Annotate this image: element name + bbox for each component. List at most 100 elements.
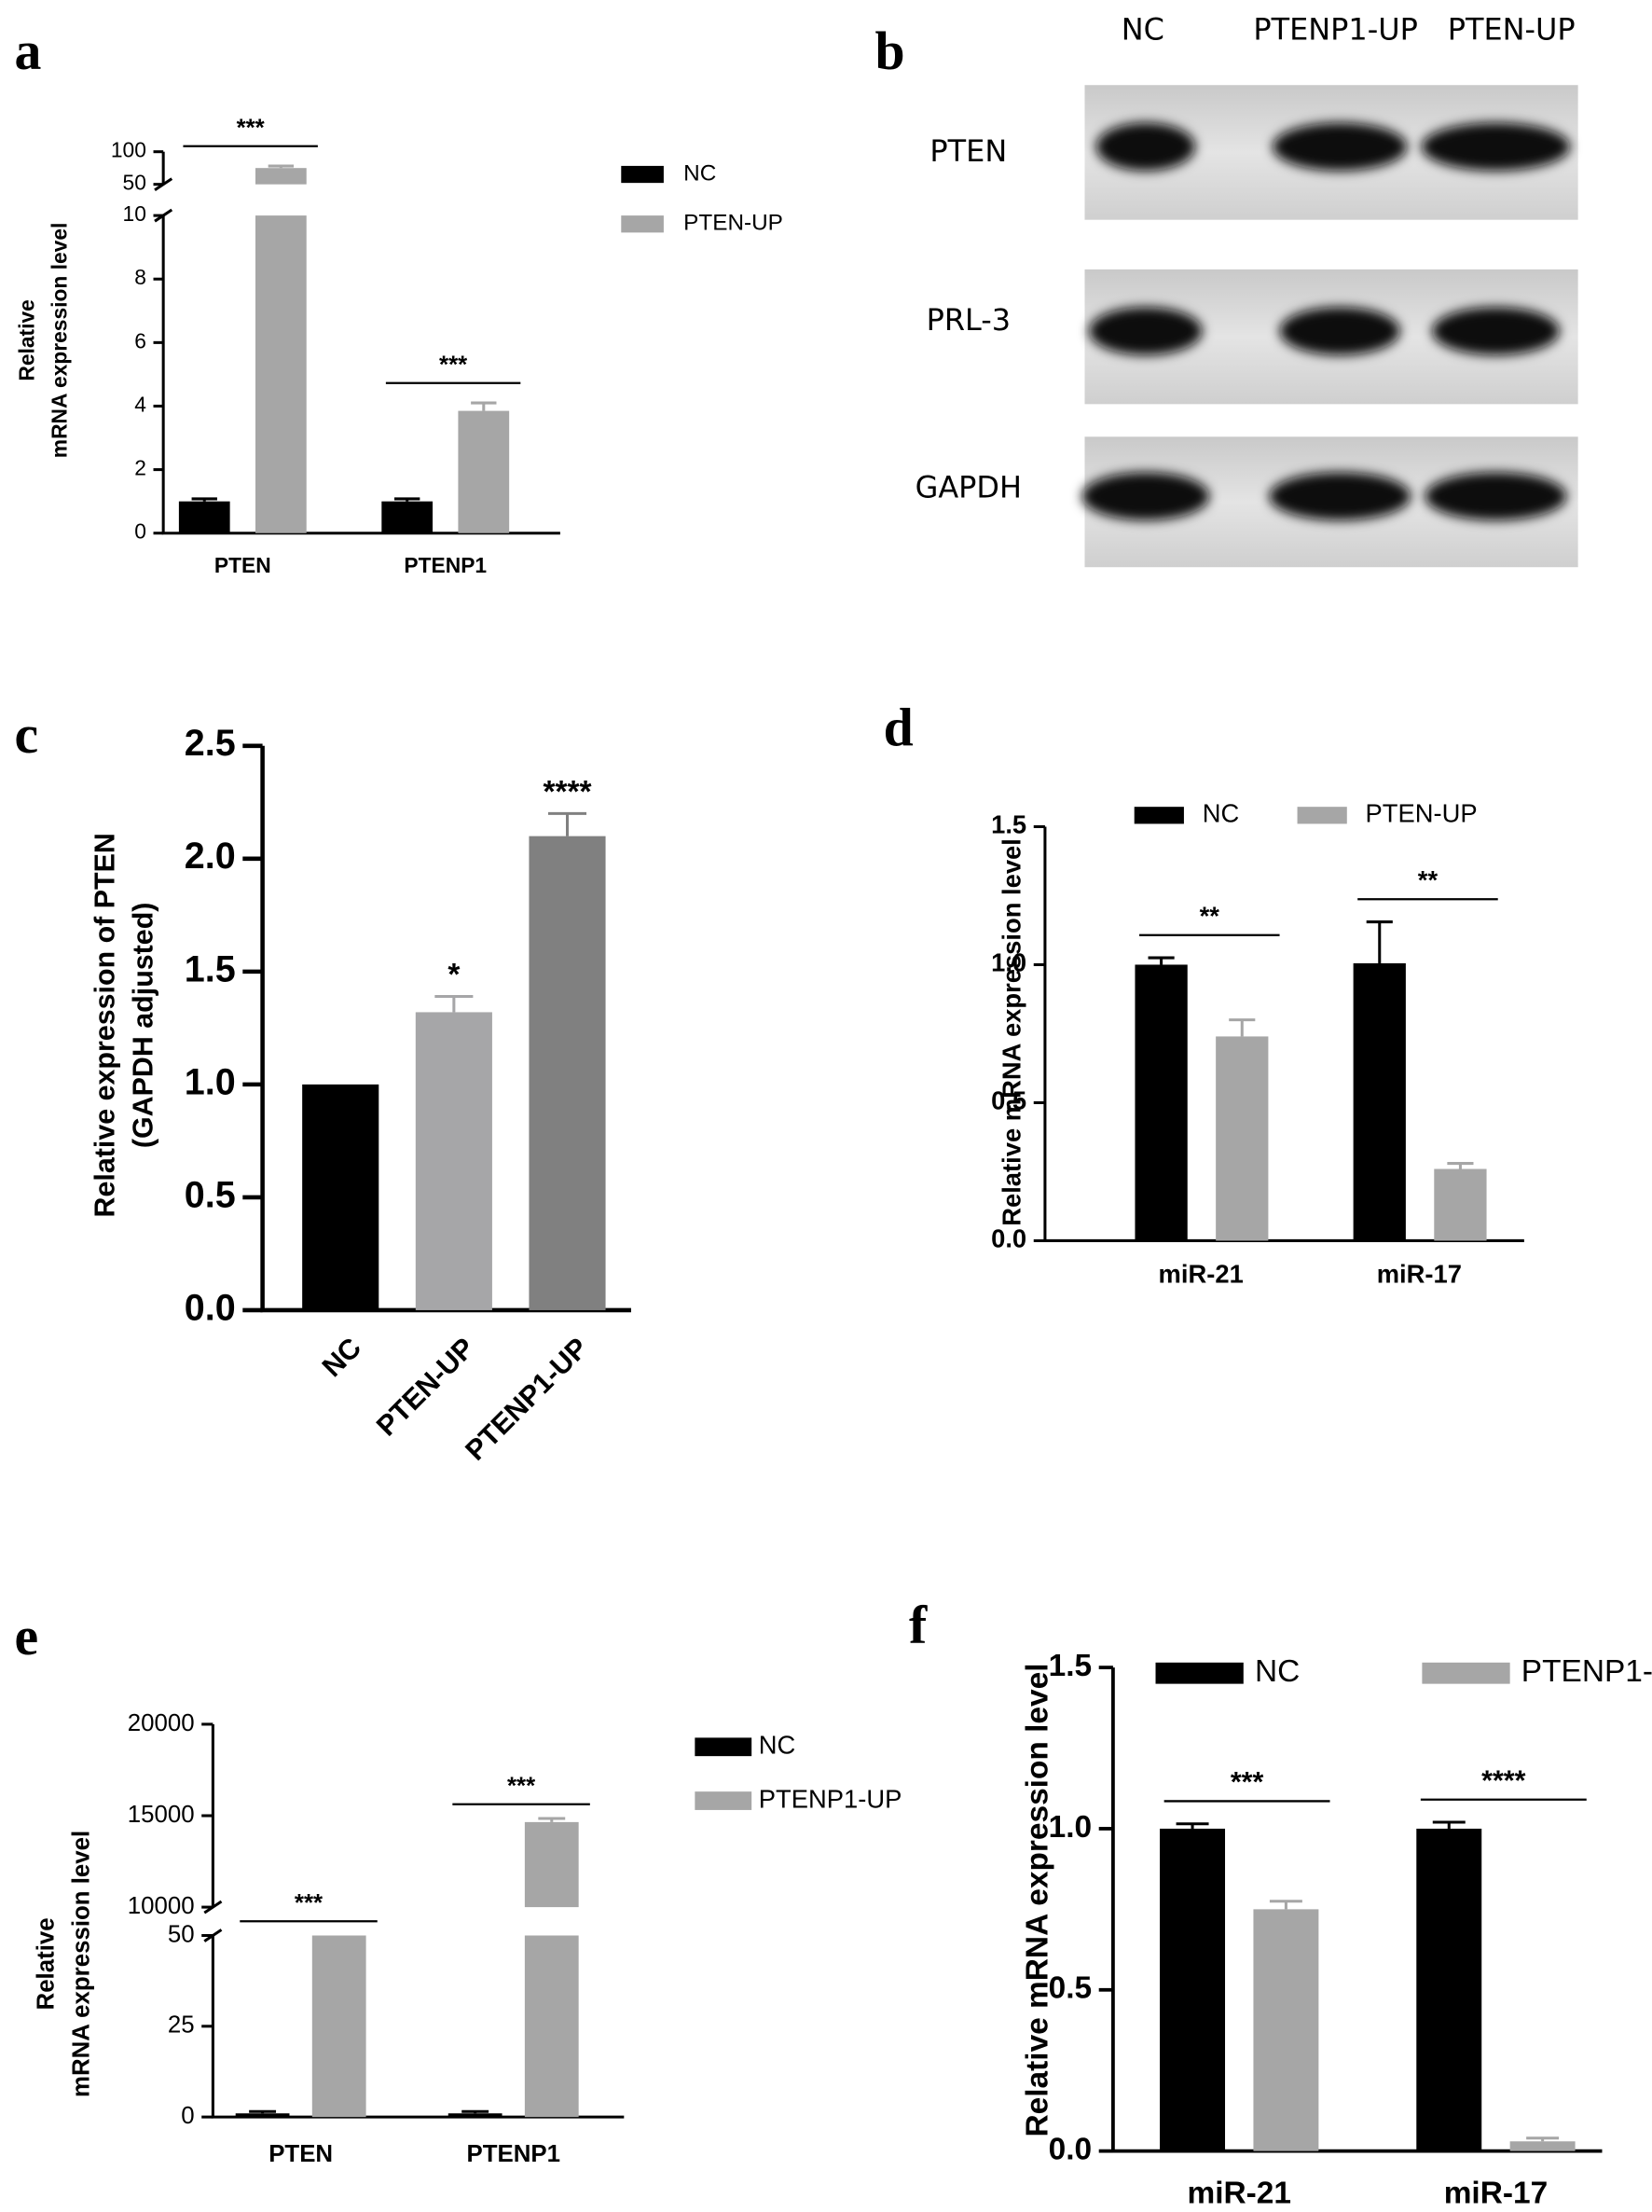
legend-label: NC — [759, 1731, 796, 1760]
bar — [524, 1821, 579, 2118]
y-axis-label: (GAPDH adjusted) — [127, 903, 158, 1149]
x-tick-label: PTEN — [268, 2141, 333, 2167]
bar — [1135, 964, 1188, 1241]
panel-label: a — [15, 22, 42, 81]
blot-band — [1421, 122, 1571, 172]
significance-label: *** — [237, 115, 266, 141]
panel-label: b — [874, 22, 904, 81]
bar — [255, 168, 307, 533]
blot-band — [1425, 472, 1567, 521]
bar — [415, 1012, 492, 1310]
x-tick-label: miR-17 — [1444, 2177, 1549, 2211]
bar — [1160, 1828, 1226, 2151]
y-tick-label: 0.5 — [185, 1174, 236, 1215]
y-tick-label: 4 — [134, 392, 146, 416]
x-tick-label: PTENP1 — [466, 2141, 559, 2167]
legend-label: NC — [683, 160, 716, 186]
bar — [302, 1084, 379, 1310]
x-tick-label: PTENP1 — [404, 553, 487, 577]
significance-label: **** — [1481, 1764, 1525, 1796]
x-tick-label: miR-21 — [1187, 2177, 1290, 2211]
blot-band — [1081, 472, 1210, 521]
bar — [1216, 1036, 1269, 1241]
blot-band — [1089, 307, 1203, 355]
bar — [1416, 1828, 1482, 2151]
y-tick-label: 1.0 — [1049, 1810, 1092, 1845]
x-tick-label: PTEN-UP — [370, 1332, 480, 1442]
panel-label: c — [15, 706, 39, 765]
significance-label: *** — [295, 1890, 324, 1916]
legend-label: PTENP1-UP — [1521, 1654, 1652, 1689]
bar — [447, 2113, 502, 2118]
row-label: GAPDH — [915, 470, 1022, 505]
significance-label: *** — [1231, 1766, 1264, 1798]
x-tick-label: miR-21 — [1159, 1260, 1244, 1289]
y-axis-label: mRNA expression level — [68, 1831, 94, 2097]
significance-label: *** — [439, 352, 468, 378]
y-tick-label: 0.0 — [185, 1287, 236, 1328]
legend-label: NC — [1255, 1654, 1300, 1689]
bar — [1353, 962, 1406, 1241]
row-label: PRL-3 — [927, 302, 1011, 338]
significance-label: *** — [507, 1773, 536, 1799]
y-tick-label: 0 — [181, 2103, 194, 2129]
lane-label: PTENP1-UP — [1253, 11, 1418, 47]
row-label: PTEN — [929, 133, 1007, 169]
legend-label: PTENP1-UP — [759, 1784, 902, 1813]
significance-label: ** — [1418, 865, 1439, 894]
y-tick-label: 2.5 — [185, 723, 236, 764]
bar — [458, 410, 510, 533]
blot-band — [1269, 472, 1411, 521]
y-tick-label: 8 — [134, 265, 146, 289]
legend-swatch — [621, 165, 664, 184]
y-tick-label: 10000 — [128, 1893, 195, 1919]
panel-label: f — [909, 1597, 928, 1655]
bar — [311, 1935, 366, 2118]
y-tick-label: 0.5 — [991, 1086, 1026, 1115]
significance-label: * — [447, 958, 460, 992]
legend-swatch — [695, 1791, 752, 1810]
y-tick-label: 0 — [134, 519, 146, 544]
legend-swatch — [1297, 807, 1347, 824]
bar — [235, 2113, 290, 2118]
y-tick-label: 1.0 — [991, 948, 1026, 977]
bar — [1509, 2141, 1576, 2151]
axis-break — [154, 208, 173, 223]
significance-label: **** — [543, 775, 591, 809]
blot-band — [1095, 122, 1196, 172]
legend-swatch — [695, 1737, 752, 1757]
axis-break-gap — [523, 1907, 581, 1936]
legend-swatch — [1422, 1662, 1510, 1684]
y-axis-label: Relative expression of PTEN — [89, 833, 120, 1217]
lane-label: PTEN-UP — [1448, 11, 1576, 47]
blot-band — [1272, 122, 1408, 172]
y-axis-label: Relative mRNA expression level — [1021, 1663, 1055, 2136]
y-axis-label: Relative mRNA expression level — [998, 838, 1026, 1226]
axis-break — [154, 177, 173, 192]
y-tick-label: 1.0 — [185, 1061, 236, 1102]
bar — [1434, 1168, 1487, 1241]
bar — [1253, 1909, 1319, 2151]
bar — [529, 836, 606, 1310]
y-tick-label: 0.0 — [991, 1224, 1026, 1253]
bar — [381, 501, 434, 533]
legend-label: PTEN-UP — [683, 211, 783, 236]
axis-break-gap — [254, 184, 309, 216]
y-tick-label: 25 — [168, 2012, 195, 2039]
y-tick-label: 6 — [134, 328, 146, 353]
y-tick-label: 100 — [111, 138, 146, 162]
x-tick-label: miR-17 — [1377, 1260, 1462, 1289]
y-tick-label: 10 — [123, 201, 146, 226]
y-axis-label: Relative — [15, 299, 39, 380]
y-axis-label: Relative — [33, 1917, 59, 2010]
legend-label: NC — [1203, 799, 1240, 828]
significance-label: ** — [1200, 902, 1220, 931]
y-tick-label: 2 — [134, 456, 146, 480]
y-axis-label: mRNA expression level — [48, 223, 72, 459]
y-tick-label: 0.5 — [1049, 1971, 1092, 2006]
blot-band — [1432, 307, 1560, 355]
y-tick-label: 50 — [168, 1921, 195, 1947]
bar — [178, 501, 230, 533]
y-tick-label: 2.0 — [185, 836, 236, 877]
